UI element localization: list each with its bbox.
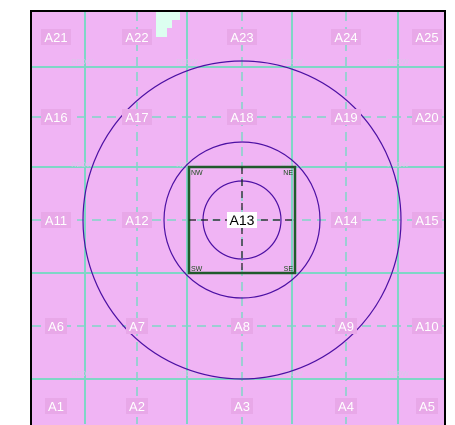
cell-label-background [331, 29, 361, 45]
cell-label: A20 [415, 110, 438, 125]
cell-label-background [331, 212, 361, 228]
cell-label-background [331, 109, 361, 125]
grid-cell-a25[interactable]: A25 [412, 29, 442, 45]
grid-cell-a15[interactable]: A15 [412, 212, 442, 228]
grid-cell-a10[interactable]: A10 [412, 318, 442, 334]
cell-label-background [231, 318, 253, 334]
watermark-text: REDW [387, 59, 409, 66]
cell-label: A4 [338, 399, 354, 414]
corner-label-sw: SW [191, 266, 203, 273]
cell-label: A8 [234, 319, 250, 334]
grid-cell-a19[interactable]: A19 [331, 109, 361, 125]
watermark-text: REDW [281, 371, 303, 378]
grid-cell-a13[interactable]: A13 [227, 212, 257, 228]
grid-cell-a2[interactable]: A2 [126, 398, 148, 414]
cell-label: A1 [48, 399, 64, 414]
corner-label-ne: NE [283, 170, 293, 177]
cell-label-background [45, 398, 67, 414]
cell-label-background [412, 109, 442, 125]
cell-label: A19 [334, 110, 357, 125]
grid-cell-a12[interactable]: A12 [122, 212, 152, 228]
grid-cell-a1[interactable]: A1 [45, 398, 67, 414]
cell-label-background [126, 318, 148, 334]
map-patch [156, 12, 180, 37]
cell-label-background [122, 212, 152, 228]
cell-label: A16 [44, 110, 67, 125]
cell-label-background [122, 109, 152, 125]
grid-cell-a21[interactable]: A21 [41, 29, 71, 45]
watermark-text: REDW [176, 371, 198, 378]
cell-label: A15 [415, 213, 438, 228]
cell-label: A3 [234, 399, 250, 414]
corner-label-se: SE [284, 266, 294, 273]
cell-label-background [41, 212, 71, 228]
watermark-text: REDW [281, 59, 303, 66]
watermark-text: REDW [71, 59, 93, 66]
cell-label: A17 [125, 110, 148, 125]
range-ring [163, 141, 321, 299]
cell-label: A23 [230, 30, 253, 45]
cell-label: A24 [334, 30, 357, 45]
cell-label: A11 [45, 213, 67, 228]
grid-cell-a8[interactable]: A8 [231, 318, 253, 334]
watermark-text: REDW [71, 162, 93, 169]
grid-cell-a3[interactable]: A3 [231, 398, 253, 414]
watermark-text: REDW [387, 162, 409, 169]
cell-label-background [335, 398, 357, 414]
cell-label-background [227, 212, 257, 228]
range-ring [82, 60, 402, 380]
cell-label-background [335, 318, 357, 334]
cell-label: A13 [230, 212, 255, 228]
cell-label: A14 [334, 213, 357, 228]
cell-label: A9 [338, 319, 354, 334]
grid-cell-a18[interactable]: A18 [227, 109, 257, 125]
grid-cell-a11[interactable]: A11 [41, 212, 71, 228]
cell-label-background [41, 29, 71, 45]
grid-cell-a17[interactable]: A17 [122, 109, 152, 125]
grid-cell-a16[interactable]: A16 [41, 109, 71, 125]
cell-label-background [412, 318, 442, 334]
cell-label: A6 [48, 319, 64, 334]
cell-label: A25 [415, 30, 438, 45]
grid-cell-a9[interactable]: A9 [335, 318, 357, 334]
grid-cell-a14[interactable]: A14 [331, 212, 361, 228]
grid-cell-a5[interactable]: A5 [416, 398, 438, 414]
watermark-text: REDW [387, 371, 409, 378]
watermark-text: REDW [281, 162, 303, 169]
cell-label-background [416, 398, 438, 414]
cell-label-background [231, 398, 253, 414]
cell-label-background [122, 29, 152, 45]
grid-cell-a22[interactable]: A22 [122, 29, 152, 45]
cell-label-background [227, 109, 257, 125]
cell-label-background [41, 109, 71, 125]
cell-label: A18 [230, 110, 253, 125]
grid-cell-a4[interactable]: A4 [335, 398, 357, 414]
cell-label: A7 [129, 319, 145, 334]
cell-label: A5 [419, 399, 435, 414]
corner-label-nw: NW [191, 170, 203, 177]
cell-label: A22 [125, 30, 148, 45]
watermark-text: REDW [176, 162, 198, 169]
grid-cell-a20[interactable]: A20 [412, 109, 442, 125]
grid-cell-a7[interactable]: A7 [126, 318, 148, 334]
watermark-text: REDW [71, 371, 93, 378]
grid-cell-a24[interactable]: A24 [331, 29, 361, 45]
cell-label-background [412, 29, 442, 45]
cell-label: A10 [415, 319, 438, 334]
cell-label-background [45, 318, 67, 334]
watermark-text: REDW [176, 59, 198, 66]
cell-label: A12 [125, 213, 148, 228]
cell-label-background [412, 212, 442, 228]
cell-label: A2 [129, 399, 145, 414]
grid-cell-a23[interactable]: A23 [227, 29, 257, 45]
cell-label-background [227, 29, 257, 45]
cell-label-background [126, 398, 148, 414]
cell-label: A21 [44, 30, 67, 45]
grid-cell-a6[interactable]: A6 [45, 318, 67, 334]
